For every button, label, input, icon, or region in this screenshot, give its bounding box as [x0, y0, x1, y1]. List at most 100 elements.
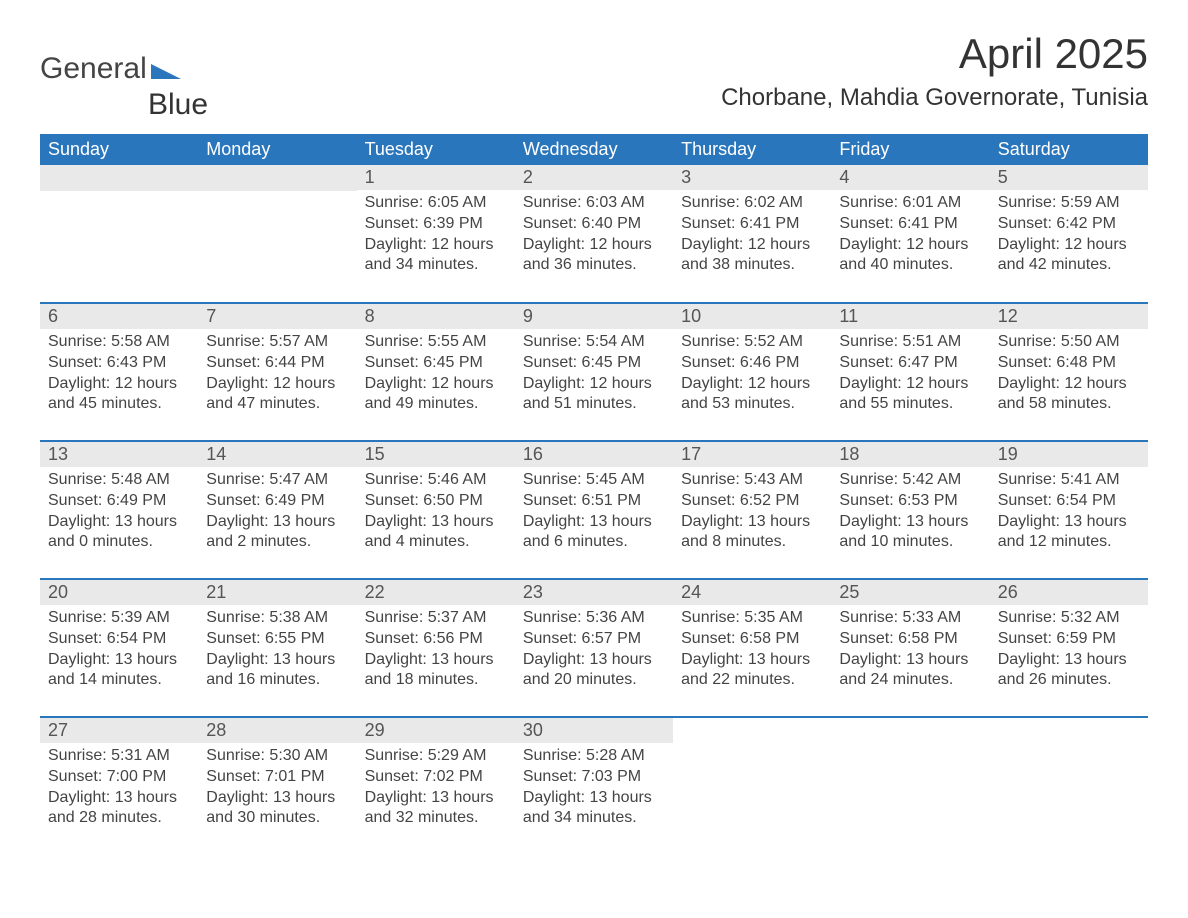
day-number: 6 [40, 304, 198, 329]
day-body: Sunrise: 5:57 AMSunset: 6:44 PMDaylight:… [198, 329, 356, 421]
sunrise-text: Sunrise: 5:28 AM [523, 746, 665, 767]
sunrise-text: Sunrise: 5:58 AM [48, 332, 190, 353]
calendar-cell: 8Sunrise: 5:55 AMSunset: 6:45 PMDaylight… [357, 303, 515, 441]
sunset-text: Sunset: 6:44 PM [206, 353, 348, 374]
calendar-cell: 29Sunrise: 5:29 AMSunset: 7:02 PMDayligh… [357, 717, 515, 855]
calendar-cell [990, 717, 1148, 855]
calendar-cell: 15Sunrise: 5:46 AMSunset: 6:50 PMDayligh… [357, 441, 515, 579]
day-body: Sunrise: 5:37 AMSunset: 6:56 PMDaylight:… [357, 605, 515, 697]
logo-flag-icon [151, 59, 181, 79]
daylight2-text: and 6 minutes. [523, 532, 665, 553]
calendar-cell: 6Sunrise: 5:58 AMSunset: 6:43 PMDaylight… [40, 303, 198, 441]
sunset-text: Sunset: 6:54 PM [48, 629, 190, 650]
sunrise-text: Sunrise: 5:51 AM [839, 332, 981, 353]
sunset-text: Sunset: 6:48 PM [998, 353, 1140, 374]
calendar-week-row: 6Sunrise: 5:58 AMSunset: 6:43 PMDaylight… [40, 303, 1148, 441]
daylight1-text: Daylight: 12 hours [48, 374, 190, 395]
sunrise-text: Sunrise: 5:59 AM [998, 193, 1140, 214]
daylight2-text: and 0 minutes. [48, 532, 190, 553]
logo-line2: Blue [148, 88, 1188, 122]
calendar-cell: 11Sunrise: 5:51 AMSunset: 6:47 PMDayligh… [831, 303, 989, 441]
daylight1-text: Daylight: 13 hours [365, 788, 507, 809]
daylight2-text: and 53 minutes. [681, 394, 823, 415]
day-body: Sunrise: 5:47 AMSunset: 6:49 PMDaylight:… [198, 467, 356, 559]
day-number: 29 [357, 718, 515, 743]
day-number: 25 [831, 580, 989, 605]
calendar-body: 1Sunrise: 6:05 AMSunset: 6:39 PMDaylight… [40, 165, 1148, 855]
sunset-text: Sunset: 6:50 PM [365, 491, 507, 512]
calendar-cell: 12Sunrise: 5:50 AMSunset: 6:48 PMDayligh… [990, 303, 1148, 441]
daylight2-text: and 12 minutes. [998, 532, 1140, 553]
sunset-text: Sunset: 6:59 PM [998, 629, 1140, 650]
daylight1-text: Daylight: 12 hours [681, 374, 823, 395]
sunset-text: Sunset: 6:49 PM [48, 491, 190, 512]
sunset-text: Sunset: 6:58 PM [839, 629, 981, 650]
calendar-week-row: 20Sunrise: 5:39 AMSunset: 6:54 PMDayligh… [40, 579, 1148, 717]
sunset-text: Sunset: 6:40 PM [523, 214, 665, 235]
daylight1-text: Daylight: 12 hours [998, 235, 1140, 256]
sunrise-text: Sunrise: 6:05 AM [365, 193, 507, 214]
sunrise-text: Sunrise: 5:46 AM [365, 470, 507, 491]
sunrise-text: Sunrise: 5:36 AM [523, 608, 665, 629]
day-number: 16 [515, 442, 673, 467]
calendar-cell: 5Sunrise: 5:59 AMSunset: 6:42 PMDaylight… [990, 165, 1148, 303]
daylight2-text: and 4 minutes. [365, 532, 507, 553]
sunrise-text: Sunrise: 6:02 AM [681, 193, 823, 214]
day-header: Monday [198, 134, 356, 165]
daylight2-text: and 42 minutes. [998, 255, 1140, 276]
calendar-cell: 21Sunrise: 5:38 AMSunset: 6:55 PMDayligh… [198, 579, 356, 717]
day-body: Sunrise: 5:50 AMSunset: 6:48 PMDaylight:… [990, 329, 1148, 421]
calendar-week-row: 1Sunrise: 6:05 AMSunset: 6:39 PMDaylight… [40, 165, 1148, 303]
daylight1-text: Daylight: 12 hours [206, 374, 348, 395]
day-body: Sunrise: 5:52 AMSunset: 6:46 PMDaylight:… [673, 329, 831, 421]
sunrise-text: Sunrise: 6:03 AM [523, 193, 665, 214]
calendar-cell: 30Sunrise: 5:28 AMSunset: 7:03 PMDayligh… [515, 717, 673, 855]
day-number: 10 [673, 304, 831, 329]
calendar-cell: 17Sunrise: 5:43 AMSunset: 6:52 PMDayligh… [673, 441, 831, 579]
sunset-text: Sunset: 7:01 PM [206, 767, 348, 788]
daylight1-text: Daylight: 13 hours [365, 512, 507, 533]
calendar-cell: 28Sunrise: 5:30 AMSunset: 7:01 PMDayligh… [198, 717, 356, 855]
day-number: 14 [198, 442, 356, 467]
sunset-text: Sunset: 6:45 PM [523, 353, 665, 374]
calendar-table: Sunday Monday Tuesday Wednesday Thursday… [40, 134, 1148, 855]
daylight2-text: and 51 minutes. [523, 394, 665, 415]
calendar-week-row: 13Sunrise: 5:48 AMSunset: 6:49 PMDayligh… [40, 441, 1148, 579]
logo: General [40, 30, 181, 84]
day-body: Sunrise: 5:55 AMSunset: 6:45 PMDaylight:… [357, 329, 515, 421]
sunset-text: Sunset: 6:52 PM [681, 491, 823, 512]
day-number [40, 165, 198, 191]
daylight1-text: Daylight: 13 hours [206, 650, 348, 671]
daylight1-text: Daylight: 12 hours [523, 235, 665, 256]
day-body: Sunrise: 5:30 AMSunset: 7:01 PMDaylight:… [198, 743, 356, 835]
day-header: Wednesday [515, 134, 673, 165]
daylight2-text: and 58 minutes. [998, 394, 1140, 415]
day-number: 22 [357, 580, 515, 605]
sunset-text: Sunset: 6:47 PM [839, 353, 981, 374]
day-number: 1 [357, 165, 515, 190]
day-body: Sunrise: 5:35 AMSunset: 6:58 PMDaylight:… [673, 605, 831, 697]
day-number: 2 [515, 165, 673, 190]
calendar-cell: 25Sunrise: 5:33 AMSunset: 6:58 PMDayligh… [831, 579, 989, 717]
daylight1-text: Daylight: 13 hours [998, 512, 1140, 533]
day-number: 28 [198, 718, 356, 743]
day-body: Sunrise: 5:58 AMSunset: 6:43 PMDaylight:… [40, 329, 198, 421]
sunrise-text: Sunrise: 5:37 AM [365, 608, 507, 629]
sunrise-text: Sunrise: 5:35 AM [681, 608, 823, 629]
sunrise-text: Sunrise: 5:30 AM [206, 746, 348, 767]
day-number: 23 [515, 580, 673, 605]
daylight1-text: Daylight: 12 hours [365, 374, 507, 395]
day-number: 12 [990, 304, 1148, 329]
day-number: 20 [40, 580, 198, 605]
calendar-cell: 22Sunrise: 5:37 AMSunset: 6:56 PMDayligh… [357, 579, 515, 717]
day-number: 24 [673, 580, 831, 605]
sunrise-text: Sunrise: 5:48 AM [48, 470, 190, 491]
day-body: Sunrise: 5:36 AMSunset: 6:57 PMDaylight:… [515, 605, 673, 697]
day-body: Sunrise: 6:05 AMSunset: 6:39 PMDaylight:… [357, 190, 515, 282]
daylight1-text: Daylight: 13 hours [206, 512, 348, 533]
day-body: Sunrise: 5:54 AMSunset: 6:45 PMDaylight:… [515, 329, 673, 421]
calendar-cell [673, 717, 831, 855]
daylight1-text: Daylight: 13 hours [839, 512, 981, 533]
daylight2-text: and 26 minutes. [998, 670, 1140, 691]
sunrise-text: Sunrise: 5:43 AM [681, 470, 823, 491]
